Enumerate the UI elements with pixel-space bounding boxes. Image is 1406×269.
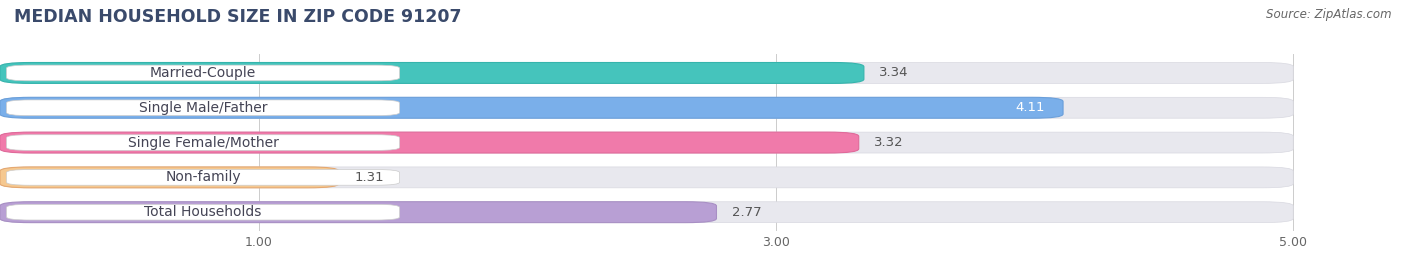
- Text: Non-family: Non-family: [166, 170, 240, 184]
- FancyBboxPatch shape: [0, 167, 339, 188]
- FancyBboxPatch shape: [0, 132, 859, 153]
- Text: 2.77: 2.77: [733, 206, 762, 219]
- FancyBboxPatch shape: [7, 169, 399, 185]
- FancyBboxPatch shape: [7, 204, 399, 220]
- Text: 4.11: 4.11: [1015, 101, 1045, 114]
- Text: MEDIAN HOUSEHOLD SIZE IN ZIP CODE 91207: MEDIAN HOUSEHOLD SIZE IN ZIP CODE 91207: [14, 8, 461, 26]
- FancyBboxPatch shape: [0, 97, 1294, 118]
- FancyBboxPatch shape: [7, 65, 399, 81]
- FancyBboxPatch shape: [0, 97, 1063, 118]
- FancyBboxPatch shape: [0, 62, 1294, 83]
- Text: Married-Couple: Married-Couple: [150, 66, 256, 80]
- Text: 3.32: 3.32: [875, 136, 904, 149]
- FancyBboxPatch shape: [0, 202, 717, 223]
- FancyBboxPatch shape: [0, 202, 1294, 223]
- FancyBboxPatch shape: [0, 62, 863, 83]
- FancyBboxPatch shape: [0, 132, 1294, 153]
- Text: Single Female/Mother: Single Female/Mother: [128, 136, 278, 150]
- FancyBboxPatch shape: [7, 135, 399, 150]
- Text: 1.31: 1.31: [354, 171, 384, 184]
- FancyBboxPatch shape: [0, 167, 1294, 188]
- Text: Single Male/Father: Single Male/Father: [139, 101, 267, 115]
- Text: Total Households: Total Households: [145, 205, 262, 219]
- Text: Source: ZipAtlas.com: Source: ZipAtlas.com: [1267, 8, 1392, 21]
- FancyBboxPatch shape: [7, 100, 399, 116]
- Text: 3.34: 3.34: [879, 66, 908, 79]
